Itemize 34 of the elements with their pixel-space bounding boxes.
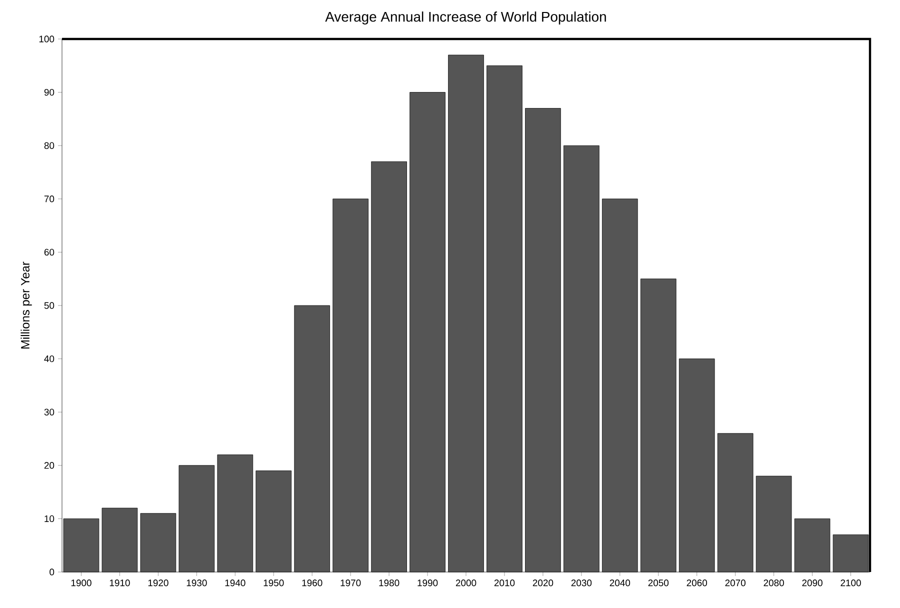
y-tick-label: 70 [44, 196, 54, 202]
x-tick-label: 1990 [418, 580, 438, 586]
x-tick-label: 2060 [686, 580, 708, 586]
x-tick-label: 1930 [186, 580, 207, 586]
x-tick-label: 2000 [456, 580, 476, 586]
x-tick-label: 2080 [764, 580, 784, 586]
x-tick-label: 2020 [532, 580, 554, 586]
x-tick-label: 2100 [840, 580, 861, 586]
y-tick-label: 30 [44, 408, 54, 416]
y-axis-title: Millions per Year [20, 262, 32, 348]
y-tick-label: 0 [50, 568, 54, 576]
y-tick-label: 50 [44, 302, 54, 309]
x-tick-label: 2040 [610, 580, 630, 586]
x-tick-label: 1920 [148, 580, 168, 586]
x-tick-label: 1950 [264, 580, 284, 586]
y-tick-label: 20 [44, 462, 54, 469]
x-tick-label: 2010 [494, 580, 515, 586]
x-tick-label: 1900 [71, 580, 92, 586]
x-tick-label: 2090 [802, 580, 822, 586]
y-tick-label: 10 [44, 515, 54, 522]
x-tick-label: 2030 [571, 580, 592, 586]
x-tick-label: 1980 [379, 580, 400, 586]
y-tick-label: 60 [44, 248, 54, 256]
y-tick-label: 100 [39, 36, 54, 42]
x-tick-label: 2050 [648, 580, 669, 586]
x-tick-label: 1940 [225, 580, 246, 586]
x-tick-label: 2070 [725, 580, 746, 586]
y-tick-label: 80 [44, 142, 54, 149]
y-tick-label: 90 [44, 88, 54, 96]
x-tick-label: 1910 [110, 580, 130, 586]
y-tick-label: 40 [44, 355, 54, 362]
x-tick-label: 1970 [340, 580, 361, 586]
chart-title: Average Annual Increase of World Population [325, 11, 606, 24]
x-tick-label: 1960 [302, 580, 322, 586]
